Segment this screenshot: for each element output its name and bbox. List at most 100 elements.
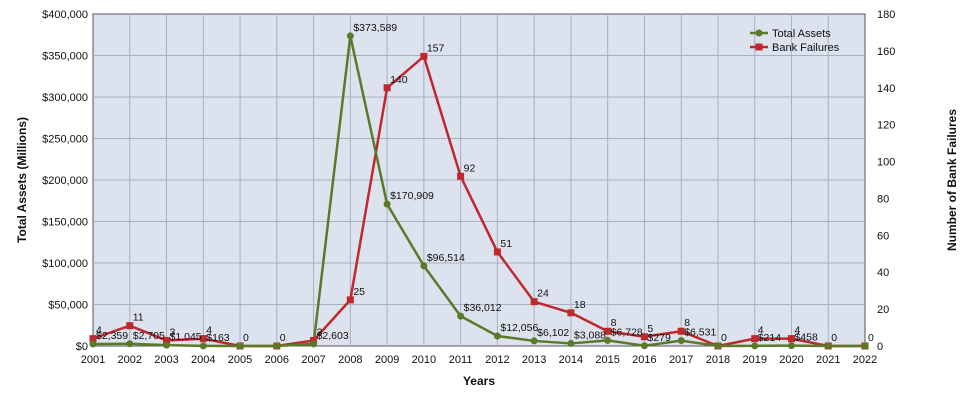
right-tick-label: 180: [877, 9, 895, 21]
x-tick-label-2022: 2022: [853, 354, 877, 366]
right-tick-label: 120: [877, 120, 895, 132]
right-tick-label: 20: [877, 304, 889, 316]
x-axis-ticks: 2001 2002 2003 2004 2005 2006 2007 2008 2009 2010…: [81, 354, 877, 366]
right-tick-label: 80: [877, 193, 889, 205]
x-tick-label-2004: 2004: [191, 354, 215, 366]
data-label-bank-failures-2009: 140: [390, 74, 408, 86]
x-tick-label-2012: 2012: [485, 354, 509, 366]
x-tick-label-2016: 2016: [632, 354, 656, 366]
marker-total-assets-2002: [126, 340, 134, 348]
data-labels: $2,359 $2,705 $1,045 $163 $2,603 $373,589 $170…: [96, 22, 874, 344]
x-axis-title: Years: [463, 374, 495, 388]
x-tick-label-2009: 2009: [375, 354, 399, 366]
marker-total-assets-2010: [420, 262, 428, 270]
marker-total-assets-2017: [677, 337, 685, 345]
right-axis-title: Number of Bank Failures: [945, 109, 959, 251]
left-tick-label: $200,000: [42, 175, 88, 187]
x-tick-label-2006: 2006: [265, 354, 289, 366]
x-tick-label-2021: 2021: [816, 354, 840, 366]
left-axis-ticks: $0 $50,000 $100,000 $150,000 $200,000 $250,00…: [42, 9, 88, 353]
marker-bank-failures-2020: [787, 335, 795, 343]
marker-total-assets-2013: [530, 337, 538, 345]
x-tick-label-2010: 2010: [412, 354, 436, 366]
marker-bank-failures-2009: [383, 84, 391, 92]
data-label-total-assets-2013: $6,102: [537, 327, 569, 339]
marker-bank-failures-2010: [420, 52, 428, 60]
data-label-bank-failures-2007: 3: [317, 326, 323, 338]
data-label-total-assets-2015: $6,728: [611, 326, 643, 338]
series-line-total-assets: [92, 34, 865, 348]
marker-total-assets-2014: [567, 339, 575, 347]
marker-bank-failures-2015: [604, 327, 612, 335]
data-label-bank-failures-2002: 11: [133, 312, 144, 324]
right-tick-label: 160: [877, 46, 895, 58]
marker-bank-failures-2014: [567, 309, 575, 317]
data-label-bank-failures-2012: 51: [500, 238, 512, 250]
marker-bank-failures-2001: [89, 335, 97, 343]
data-label-bank-failures-2006: 0: [280, 332, 286, 344]
right-tick-label: 60: [877, 230, 889, 242]
data-label-total-assets-2004: $163: [206, 332, 230, 344]
marker-total-assets-2003: [163, 341, 171, 349]
data-label-bank-failures-2011: 92: [464, 162, 476, 174]
left-tick-label: $300,000: [42, 92, 88, 104]
data-label-total-assets-2002: $2,705: [133, 330, 165, 342]
x-tick-label-2008: 2008: [338, 354, 362, 366]
marker-bank-failures-2019: [751, 335, 759, 343]
data-label-total-assets-2007: $2,603: [317, 330, 349, 342]
data-label-total-assets-2016: $279: [647, 332, 671, 344]
data-label-bank-failures-2008: 25: [353, 286, 365, 298]
data-label-bank-failures-2013: 24: [537, 288, 549, 300]
marker-total-assets-2006: [273, 342, 281, 350]
data-label-total-assets-2017: $6,531: [684, 327, 716, 339]
data-label-bank-failures-2017: 8: [684, 317, 690, 329]
marker-total-assets-2007: [310, 340, 318, 348]
x-tick-label-2007: 2007: [301, 354, 325, 366]
marker-bank-failures-2016: [640, 333, 648, 341]
marker-total-assets-2016: [640, 342, 648, 350]
right-tick-label: 0: [877, 341, 883, 353]
marker-bank-failures-2017: [677, 327, 685, 335]
data-label-bank-failures-2010: 157: [427, 42, 445, 54]
left-axis-title: Total Assets (Millions): [15, 117, 29, 243]
right-tick-label: 40: [877, 267, 889, 279]
data-label-bank-failures-2019: 4: [758, 325, 764, 337]
marker-total-assets-2004: [199, 342, 207, 350]
data-label-bank-failures-2004: 4: [206, 325, 212, 337]
right-axis-ticks: 0 20 40 60 80 100 120 140 160 180: [877, 9, 895, 353]
marker-bank-failures-2002: [126, 322, 134, 330]
data-label-total-assets-2011: $36,012: [464, 302, 502, 314]
series-markers: [89, 32, 869, 350]
data-label-bank-failures-2015: 8: [611, 317, 617, 329]
marker-total-assets-2012: [493, 332, 501, 340]
data-label-total-assets-2019: $214: [758, 332, 782, 344]
x-tick-label-2002: 2002: [118, 354, 142, 366]
marker-bank-failures-2008: [346, 296, 354, 304]
legend-marker-bank-failures: [755, 43, 763, 51]
left-tick-label: $50,000: [48, 300, 88, 312]
legend: Total Assets Bank Failures: [750, 28, 840, 54]
data-label-bank-failures-2003: 3: [170, 326, 176, 338]
x-tick-label-2020: 2020: [779, 354, 803, 366]
data-label-total-assets-2020: $458: [794, 332, 818, 344]
x-tick-label-2001: 2001: [81, 354, 105, 366]
left-tick-label: $400,000: [42, 9, 88, 21]
data-label-total-assets-2009: $170,909: [390, 190, 434, 202]
x-tick-label-2018: 2018: [706, 354, 730, 366]
data-label-bank-failures-2016: 5: [647, 323, 653, 335]
x-tick-label-2017: 2017: [669, 354, 693, 366]
data-label-bank-failures-2001: 4: [96, 325, 102, 337]
data-label-total-assets-2010: $96,514: [427, 252, 465, 264]
x-tick-label-2015: 2015: [595, 354, 619, 366]
data-label-total-assets-2001: $2,359: [96, 330, 128, 342]
data-label-bank-failures-2021: 0: [831, 332, 837, 344]
series-line-bank-failures: [92, 55, 865, 348]
marker-total-assets-2022: [861, 342, 869, 350]
data-label-bank-failures-2018: 0: [721, 332, 727, 344]
marker-bank-failures-2013: [530, 298, 538, 306]
marker-total-assets-2018: [714, 342, 722, 350]
left-tick-label: $150,000: [42, 217, 88, 229]
data-label-bank-failures-2022: 0: [868, 332, 874, 344]
x-tick-label-2019: 2019: [742, 354, 766, 366]
